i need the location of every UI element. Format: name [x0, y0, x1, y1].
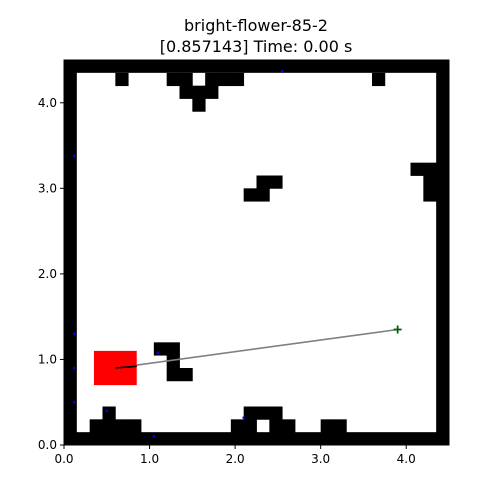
obstacle-cell	[192, 98, 206, 112]
robot-heading-segment	[115, 365, 137, 369]
x-tick-label: 2.0	[226, 452, 245, 466]
obstacle-cell	[166, 368, 180, 382]
x-axis: 0.0 1.0 2.0 3.0 4.0	[54, 445, 416, 466]
obstacle-cell	[102, 406, 116, 420]
data-point	[72, 400, 76, 404]
obstacle-cell	[423, 188, 437, 202]
data-point	[72, 154, 76, 158]
data-point	[280, 69, 284, 73]
obstacle-cell	[423, 175, 437, 189]
obstacle-cell	[256, 406, 270, 420]
y-tick-label: 2.0	[38, 267, 57, 281]
obstacle-cell	[243, 419, 257, 433]
chart-marks	[72, 69, 402, 438]
obstacle-cell	[179, 368, 193, 382]
data-point	[156, 351, 160, 354]
obstacle-cell	[166, 355, 180, 369]
obstacle-cells	[89, 72, 437, 433]
wall-right	[436, 60, 449, 445]
obstacle-cell	[115, 419, 129, 433]
x-tick-label: 0.0	[54, 452, 73, 466]
obstacle-cell	[243, 188, 257, 202]
obstacle-cell	[256, 188, 270, 202]
obstacle-cell	[230, 72, 245, 87]
obstacle-cell	[128, 419, 142, 433]
obstacle-cell	[179, 72, 193, 87]
x-tick-label: 3.0	[311, 452, 330, 466]
obstacle-cell	[166, 72, 180, 87]
map-border-walls	[64, 60, 449, 445]
obstacle-cell	[423, 162, 437, 176]
obstacle-cell	[269, 406, 283, 420]
obstacle-cell	[410, 162, 424, 176]
obstacle-cell	[269, 175, 283, 189]
plot-area	[64, 60, 449, 445]
data-point	[242, 416, 245, 419]
axes-frame	[63, 59, 450, 446]
data-point	[72, 366, 76, 370]
data-point	[72, 332, 76, 336]
obstacle-cell	[205, 72, 219, 87]
y-axis: 0.0 1.0 2.0 3.0 4.0	[38, 96, 64, 452]
y-tick-label: 4.0	[38, 96, 57, 110]
planned-path-line	[115, 328, 398, 369]
wall-bottom	[64, 432, 449, 445]
obstacle-cell	[320, 419, 334, 433]
obstacle-cell	[115, 72, 129, 87]
obstacle-cell	[243, 406, 257, 420]
obstacle-cell	[205, 85, 219, 99]
obstacle-cell	[333, 419, 347, 433]
obstacle-cell	[282, 419, 296, 433]
chart-title-line-1: bright-flower-85-2	[184, 16, 328, 35]
obstacle-cell	[230, 419, 245, 433]
data-point	[105, 409, 109, 413]
x-tick-label: 4.0	[397, 452, 416, 466]
wall-top	[64, 60, 449, 73]
goal-marker	[393, 325, 402, 334]
obstacle-cell	[153, 342, 168, 356]
obstacle-cell	[179, 85, 193, 99]
obstacle-cell	[192, 85, 206, 99]
obstacle-cell	[256, 175, 270, 189]
wall-left	[64, 60, 77, 445]
data-point	[152, 435, 156, 438]
obstacle-cell	[372, 72, 386, 87]
obstacle-cell	[102, 419, 116, 433]
y-tick-label: 3.0	[38, 181, 57, 195]
chart-title-line-2: [0.857143] Time: 0.00 s	[160, 37, 353, 56]
obstacle-cell	[89, 419, 103, 433]
y-tick-label: 1.0	[38, 352, 57, 366]
x-tick-label: 1.0	[140, 452, 159, 466]
obstacle-cell	[269, 419, 283, 433]
y-tick-label: 0.0	[38, 438, 57, 452]
obstacle-cell	[166, 342, 180, 356]
obstacle-cell	[218, 72, 232, 87]
